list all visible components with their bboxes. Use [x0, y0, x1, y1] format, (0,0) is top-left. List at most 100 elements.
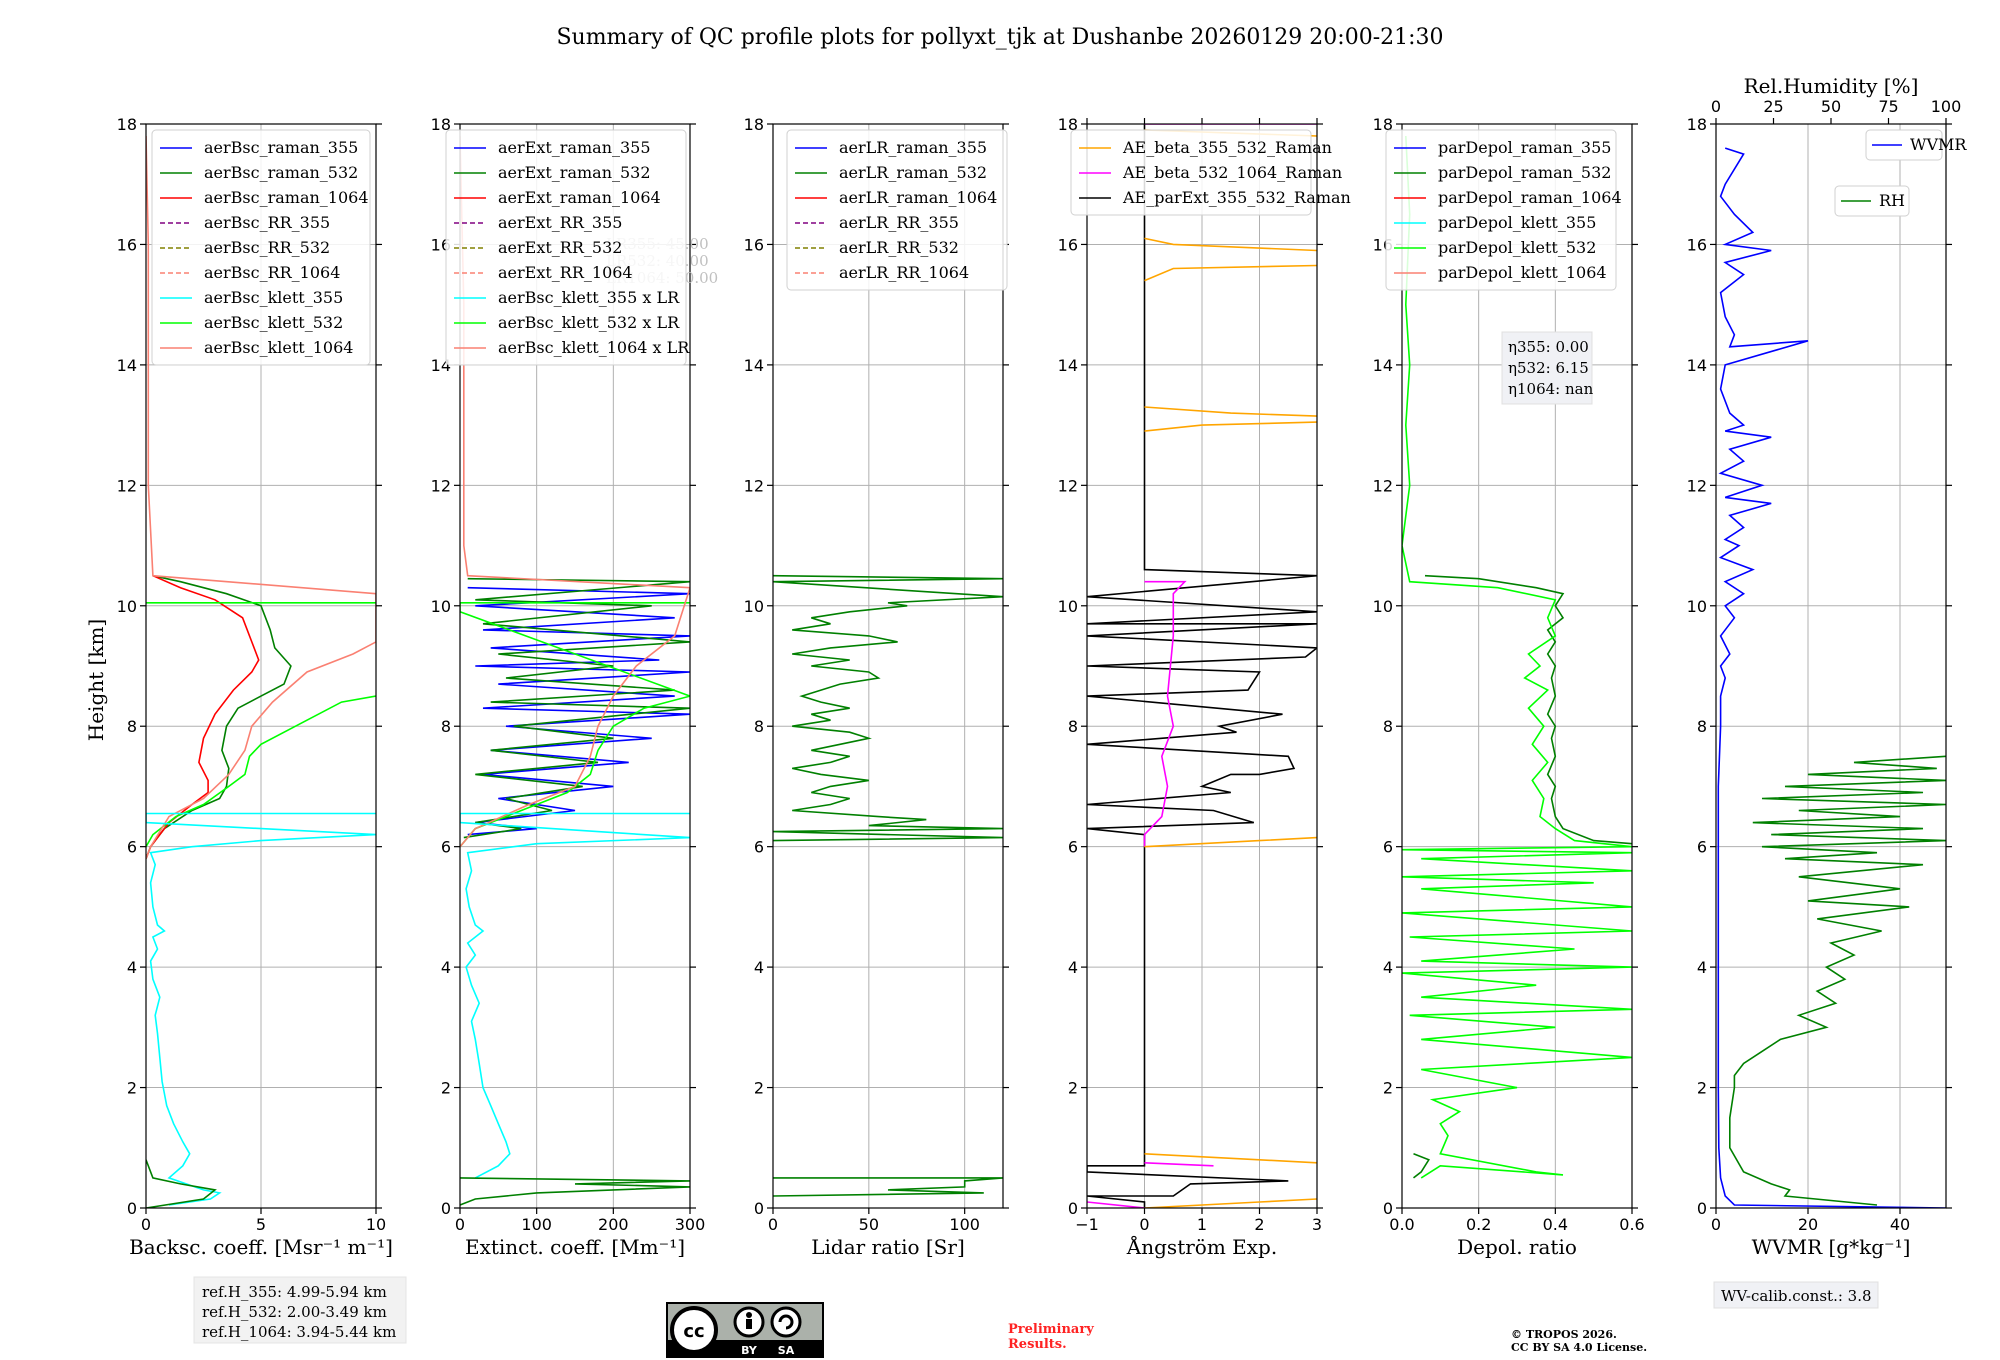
series-line-AE_beta_355_532_Raman_c — [1144, 406, 1317, 417]
legend-label: RH — [1879, 191, 1905, 210]
y-tick-label: 16 — [1058, 235, 1078, 254]
series-line-parDepol_klett_532 — [1402, 135, 1632, 1179]
y-tick-label: 2 — [127, 1079, 137, 1098]
y-tick-label: 10 — [1373, 597, 1393, 616]
sa-arrow-icon — [778, 1314, 794, 1330]
legend-label: AE_beta_532_1064_Raman — [1122, 163, 1342, 182]
legend-label: aerExt_raman_532 — [498, 163, 651, 182]
y-tick-label: 0 — [1697, 1199, 1707, 1218]
y-tick-label: 2 — [754, 1079, 764, 1098]
x-tick-label: 0.0 — [1389, 1215, 1414, 1234]
series-line-aerLR_raman_532 — [773, 574, 1003, 842]
x-tick-label: 0.6 — [1619, 1215, 1644, 1234]
legend-label: aerBsc_klett_1064 — [204, 338, 353, 357]
legend: parDepol_raman_355 parDepol_raman_532 parD… — [1385, 129, 1622, 291]
chart-title: Summary of QC profile plots for pollyxt_… — [556, 25, 1443, 50]
y-tick-label: 18 — [1687, 115, 1707, 134]
y-tick-label: 0 — [1068, 1199, 1078, 1218]
axes-frame — [1401, 123, 1633, 1209]
legend-label: aerBsc_klett_532 x LR — [498, 313, 680, 332]
ref-height-532: ref.H_532: 2.00-3.49 km — [202, 1303, 387, 1321]
eta-box — [1501, 331, 1593, 405]
y-tick-label: 16 — [1687, 235, 1707, 254]
legend-label: AE_parExt_355_532_Raman — [1122, 188, 1351, 207]
legend-rh: RH — [1834, 185, 1910, 217]
cc-icon — [670, 1306, 718, 1354]
legend: AE_beta_355_532_Raman AE_beta_532_1064_Ra… — [1070, 129, 1351, 216]
legend-wvmr: WVMR — [1865, 129, 1967, 161]
series-line-aerBsc_klett_1064_x_LR — [460, 135, 690, 848]
sa-label: SA — [778, 1344, 795, 1357]
series-line-aerBsc_raman_532 — [146, 574, 292, 859]
x-tick-label: 10 — [366, 1215, 386, 1234]
legend-label: aerLR_RR_532 — [839, 238, 959, 257]
x-tick-label: 0.2 — [1466, 1215, 1491, 1234]
ref-height-box: ref.H_355: 4.99-5.94 km ref.H_532: 2.00-… — [193, 1276, 407, 1344]
y-tick-label: 6 — [1068, 838, 1078, 857]
y-tick-label: 10 — [117, 597, 137, 616]
series-line-AE_beta_355_532_Raman_a — [1144, 237, 1317, 252]
legend-box — [1865, 129, 1943, 161]
legend-label: aerExt_RR_532 — [498, 238, 622, 257]
x-axis-label: Depol. ratio — [1457, 1235, 1577, 1259]
sa-share-icon — [770, 1306, 802, 1338]
legend-label: aerLR_RR_1064 — [839, 263, 969, 282]
legend-label: aerLR_raman_532 — [839, 163, 987, 182]
legend-label: aerExt_RR_1064 — [498, 263, 633, 282]
by-label: BY — [741, 1344, 758, 1357]
x-tick-label: 100 — [521, 1215, 552, 1234]
series-group — [1402, 135, 1632, 1179]
y-tick-label: 8 — [441, 717, 451, 736]
x-tick-label: 5 — [256, 1215, 266, 1234]
legend-label: aerBsc_RR_355 — [204, 213, 330, 232]
eta-value: η532: 6.15 — [1508, 359, 1589, 377]
top-x-tick-label: 0 — [1711, 97, 1721, 116]
ref-height-355: ref.H_355: 4.99-5.94 km — [202, 1283, 387, 1301]
y-tick-label: 8 — [127, 717, 137, 736]
legend-box — [1385, 129, 1617, 291]
x-axis-label: Lidar ratio [Sr] — [811, 1235, 965, 1259]
y-tick-label: 6 — [127, 838, 137, 857]
series-line-aerLR_low — [773, 1177, 1003, 1197]
series-line-aerBsc_klett_355 — [146, 812, 376, 1206]
legend-label: aerBsc_klett_1064 x LR — [498, 338, 690, 357]
legend-box — [151, 129, 371, 366]
x-tick-label: 0 — [768, 1215, 778, 1234]
legend-box — [1834, 185, 1910, 217]
y-tick-label: 18 — [1373, 115, 1393, 134]
legend-label: aerExt_RR_355 — [498, 213, 622, 232]
y-tick-label: 8 — [1383, 717, 1393, 736]
y-tick-label: 12 — [1373, 476, 1393, 495]
by-person-head-icon — [746, 1312, 752, 1318]
axes-frame — [459, 123, 691, 1209]
legend-label: AE_beta_355_532_Raman — [1122, 138, 1332, 157]
legend-box — [445, 129, 687, 366]
y-tick-label: 8 — [754, 717, 764, 736]
legend-label: aerExt_raman_355 — [498, 138, 651, 157]
y-tick-label: 14 — [1687, 356, 1707, 375]
legend-label: aerExt_raman_1064 — [498, 188, 661, 207]
top-x-tick-label: 50 — [1821, 97, 1841, 116]
series-line-aerExt_raman_355 — [467, 586, 690, 836]
y-tick-label: 4 — [754, 958, 764, 977]
legend-box — [1070, 129, 1312, 216]
series-line-parDepol_raman_532_low — [1413, 1153, 1430, 1179]
series-line-AE_parExt_355_532_Raman — [1087, 124, 1317, 1208]
y-tick-label: 12 — [744, 476, 764, 495]
legend-label: aerBsc_klett_355 — [204, 288, 343, 307]
wv-calib-box — [1713, 1281, 1879, 1309]
y-tick-label: 4 — [1697, 958, 1707, 977]
legend-box — [786, 129, 1008, 291]
top-x-tick-label: 75 — [1878, 97, 1898, 116]
ref-height-1064: ref.H_1064: 3.94-5.44 km — [202, 1323, 396, 1341]
y-tick-label: 10 — [1058, 597, 1078, 616]
x-axis-label: Ångström Exp. — [1126, 1234, 1277, 1259]
top-x-tick-label: 100 — [1931, 97, 1962, 116]
series-line-aerBsc_klett_1064 — [146, 135, 376, 859]
y-tick-label: 16 — [744, 235, 764, 254]
y-tick-label: 10 — [431, 597, 451, 616]
